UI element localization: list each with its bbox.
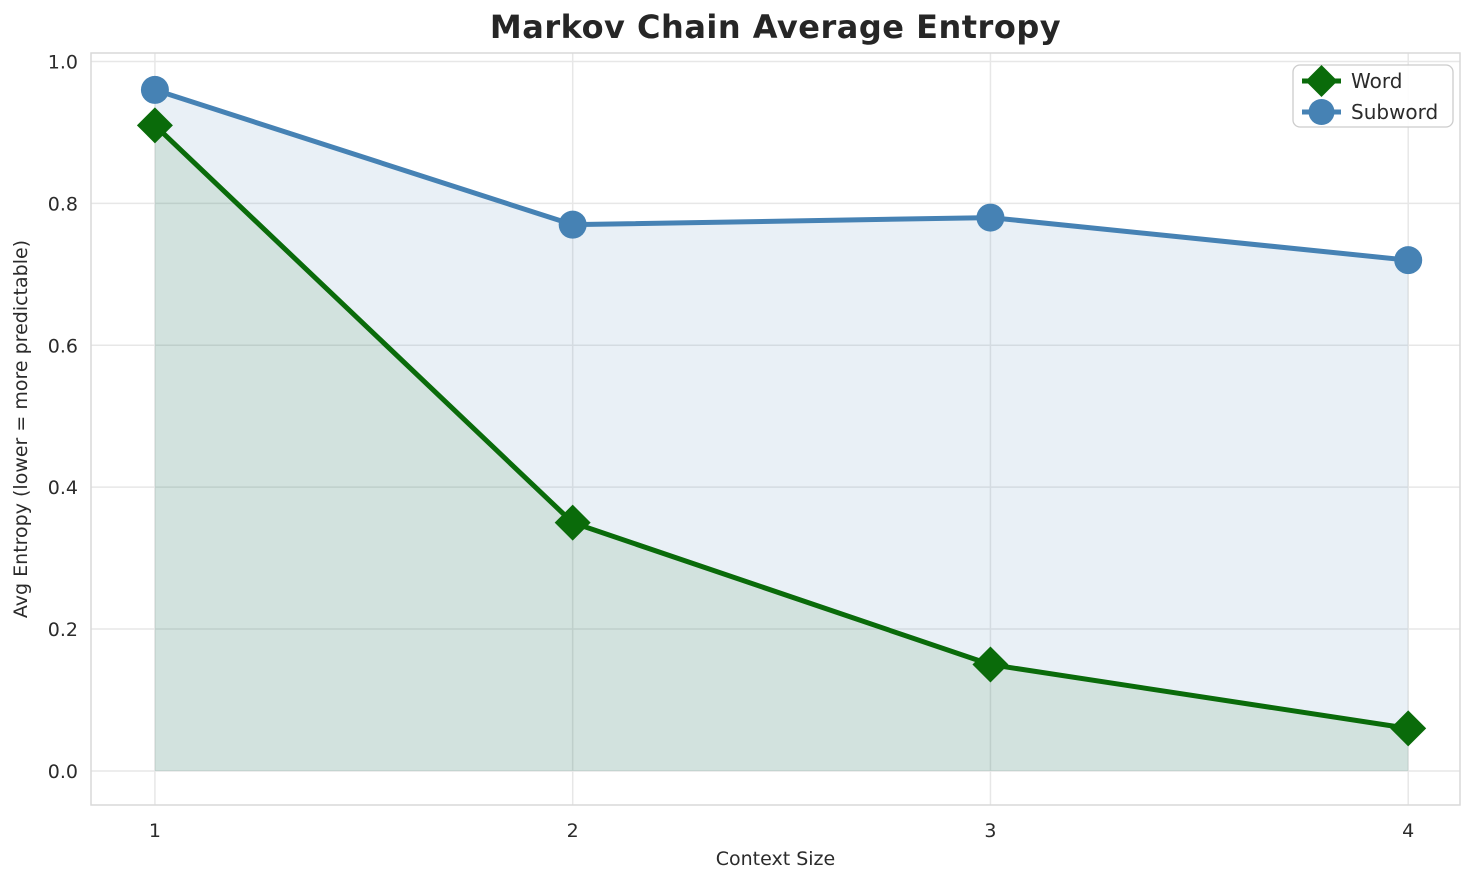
x-tick-label: 2 — [567, 820, 579, 842]
x-tick-label: 1 — [149, 820, 161, 842]
y-axis-label-text: Avg Entropy (lower = more predictable) — [10, 239, 32, 619]
subword-area-fill — [154, 89, 1409, 771]
subword-data-point — [1394, 246, 1423, 275]
subword-series-line — [154, 87, 1409, 263]
legend-label-subword: Subword — [1351, 100, 1438, 124]
plot-background — [91, 53, 1460, 805]
word-series-line — [153, 123, 1409, 731]
chart-title: Markov Chain Average Entropy — [489, 8, 1062, 46]
subword-data-point — [976, 203, 1005, 232]
x-tick-label: 4 — [1402, 820, 1414, 842]
legend-marker-subword — [1308, 99, 1335, 125]
y-tick-label: 0.0 — [48, 761, 78, 783]
x-tick-label: 3 — [984, 820, 996, 842]
y-tick-label: 0.6 — [48, 335, 78, 357]
plot-border — [90, 52, 1461, 806]
word-data-point — [1390, 710, 1427, 747]
legend-marker-word — [1305, 65, 1338, 97]
y-tick-label: 0.4 — [48, 477, 78, 499]
x-axis-label: Context Size — [715, 848, 836, 870]
y-tick-label: 1.0 — [48, 52, 78, 74]
subword-data-point — [140, 75, 169, 104]
word-data-point — [972, 646, 1009, 683]
word-data-point — [136, 107, 173, 144]
y-tick-label: 0.2 — [48, 619, 78, 641]
word-area-fill — [154, 125, 1409, 771]
y-tick-label: 0.8 — [48, 193, 78, 215]
subword-data-point — [558, 210, 587, 239]
legend-label-word: Word — [1351, 69, 1402, 93]
word-data-point — [554, 504, 591, 541]
